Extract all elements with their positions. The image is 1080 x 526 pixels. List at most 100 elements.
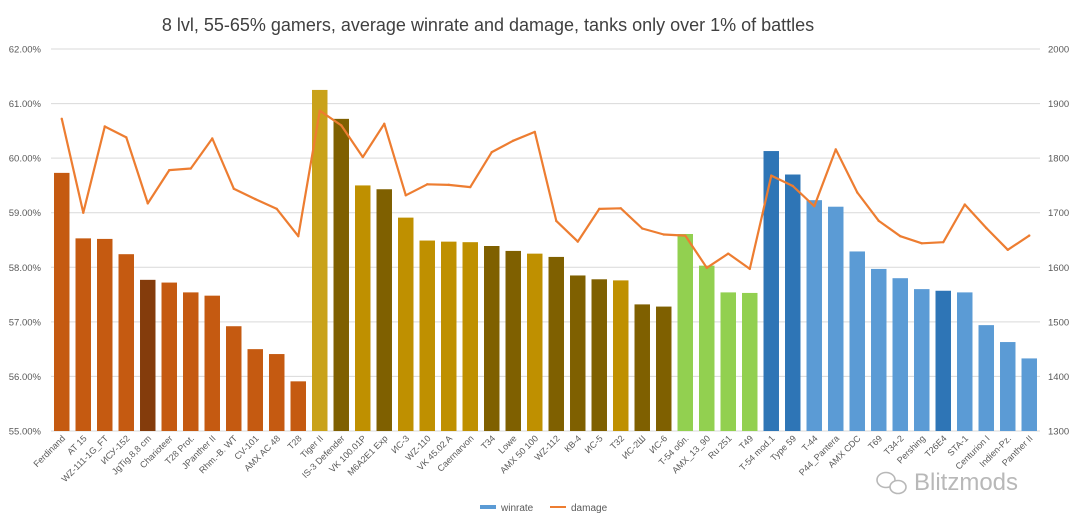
left-axis-ticks: 55.00% 56.00% 57.00% 58.00% 59.00% 60.00% 61.0… — [9, 45, 42, 438]
bar-21 — [484, 246, 500, 431]
bar-20 — [462, 242, 478, 431]
wechat-icon — [876, 471, 907, 495]
bar-11 — [269, 354, 285, 431]
damage-point-41 — [920, 242, 923, 245]
damage-point-15 — [361, 155, 364, 159]
bar-39 — [871, 268, 887, 431]
bar-27 — [613, 280, 629, 431]
right-tick-label: 2000 — [1048, 45, 1069, 56]
watermark-text: Blitzmods — [914, 469, 1018, 496]
left-tick-label: 59.00% — [9, 208, 42, 219]
damage-point-36 — [813, 204, 816, 208]
right-tick-label: 1400 — [1048, 372, 1069, 383]
damage-point-2 — [82, 211, 85, 214]
left-tick-label: 61.00% — [9, 99, 42, 110]
damage-point-4 — [125, 136, 128, 139]
damage-series-line — [60, 109, 1030, 270]
watermark: Blitzmods — [876, 469, 1018, 496]
left-tick-label: 60.00% — [9, 154, 42, 165]
damage-point-35 — [791, 184, 794, 188]
damage-point-8 — [211, 137, 214, 140]
right-tick-label: 1800 — [1048, 154, 1069, 165]
legend-label-damage: damage — [571, 503, 608, 514]
bar-9 — [226, 326, 242, 431]
damage-point-46 — [1028, 234, 1031, 237]
bar-19 — [441, 241, 457, 431]
bar-41 — [914, 289, 930, 431]
right-tick-label: 1600 — [1048, 263, 1069, 274]
bar-10 — [247, 349, 263, 431]
right-tick-label: 1300 — [1048, 427, 1069, 438]
damage-point-45 — [1006, 248, 1009, 252]
bar-42 — [935, 290, 951, 431]
bar-45 — [1000, 342, 1016, 431]
bar-24 — [548, 256, 564, 431]
damage-point-42 — [942, 240, 945, 244]
legend-label-winrate: winrate — [500, 503, 534, 514]
bar-6 — [161, 282, 177, 431]
left-tick-label: 58.00% — [9, 263, 42, 274]
damage-point-20 — [469, 185, 472, 189]
bar-36 — [806, 200, 822, 431]
damage-point-10 — [254, 197, 257, 201]
bar-13 — [312, 89, 328, 431]
damage-point-9 — [232, 187, 235, 190]
legend: winrate damage — [480, 503, 608, 514]
damage-point-43 — [963, 203, 966, 206]
bar-35 — [785, 174, 801, 431]
damage-point-1 — [60, 117, 63, 121]
right-tick-label: 1500 — [1048, 317, 1069, 328]
damage-point-14 — [340, 124, 343, 127]
damage-point-24 — [555, 219, 558, 223]
bar-32 — [720, 292, 736, 431]
damage-point-29 — [662, 233, 665, 236]
damage-point-30 — [684, 234, 687, 237]
damage-point-38 — [856, 191, 859, 194]
bar-4 — [118, 254, 134, 431]
left-tick-label: 57.00% — [9, 317, 42, 328]
bar-2 — [75, 238, 91, 431]
damage-point-34 — [770, 174, 773, 177]
bar-14 — [333, 118, 349, 431]
bar-1 — [54, 172, 70, 431]
right-tick-label: 1700 — [1048, 208, 1069, 219]
bar-12 — [290, 381, 306, 431]
bar-23 — [527, 253, 543, 431]
damage-point-11 — [275, 207, 278, 211]
bar-26 — [591, 279, 607, 431]
left-tick-label: 62.00% — [9, 45, 42, 56]
winrate-bars — [54, 89, 1037, 431]
bar-7 — [183, 292, 199, 431]
bar-25 — [570, 275, 586, 431]
damage-point-23 — [533, 130, 536, 134]
bar-17 — [398, 217, 414, 431]
bar-22 — [505, 250, 521, 431]
damage-point-22 — [512, 139, 515, 142]
damage-point-25 — [576, 240, 579, 243]
damage-point-32 — [727, 252, 730, 255]
damage-point-37 — [834, 148, 837, 151]
chart-title: 8 lvl, 55-65% gamers, average winrate an… — [162, 15, 814, 35]
damage-point-40 — [899, 234, 902, 238]
damage-point-31 — [705, 266, 708, 270]
right-tick-label: 1900 — [1048, 99, 1069, 110]
bar-29 — [656, 306, 672, 431]
damage-point-12 — [297, 234, 300, 238]
damage-point-28 — [641, 227, 644, 230]
damage-point-3 — [103, 125, 106, 128]
bar-33 — [742, 292, 758, 431]
bar-5 — [140, 279, 156, 431]
bar-34 — [763, 151, 779, 431]
bar-40 — [892, 278, 908, 431]
damage-point-7 — [189, 167, 192, 170]
bar-46 — [1021, 358, 1037, 431]
bar-30 — [677, 233, 693, 431]
bar-31 — [699, 265, 715, 431]
right-axis-ticks: 1300 1400 1500 1600 1700 1800 1900 2000 — [1048, 45, 1069, 438]
damage-point-44 — [985, 226, 988, 230]
damage-point-39 — [877, 219, 880, 223]
bar-18 — [419, 240, 435, 431]
damage-point-5 — [146, 202, 149, 205]
left-tick-label: 56.00% — [9, 372, 42, 383]
